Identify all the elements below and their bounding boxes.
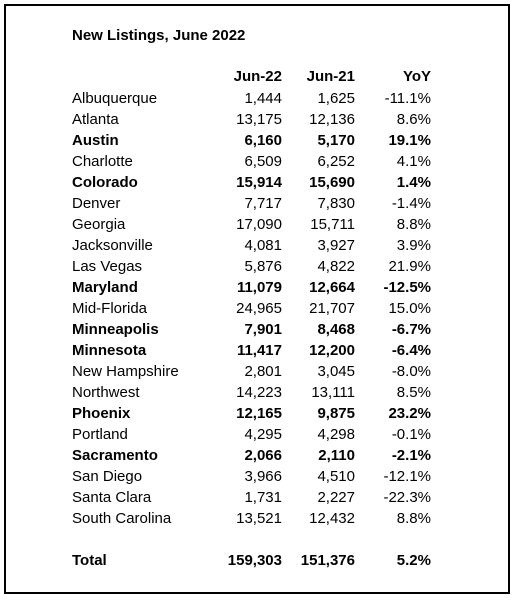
cell: 3,927 [317,237,355,254]
cell: 159,303 [227,552,282,569]
cell: 4,510 [317,468,355,485]
row-label: Minneapolis [72,321,159,338]
row-label: Sacramento [72,447,158,464]
cell: 4,822 [317,258,355,275]
cell: 23.2% [388,405,431,422]
cell: 13,111 [311,384,355,401]
row-label: Maryland [72,279,138,296]
cell: 151,376 [300,552,355,569]
row-label: Denver [72,195,121,212]
cell: 1,625 [317,90,355,107]
cell: -0.1% [391,426,431,443]
cell: 6,252 [317,153,355,170]
cell: 15,711 [310,216,355,233]
row-label: San Diego [72,468,143,485]
cell: 8.8% [396,216,431,233]
cell: 4,298 [317,426,355,443]
cell: 21,707 [309,300,355,317]
cell: 3,045 [317,363,355,380]
row-label: Atlanta [72,111,119,128]
cell: 11,417 [236,342,282,359]
cell: 5.2% [396,552,431,569]
cell: -8.0% [391,363,431,380]
frame [4,4,510,594]
cell: 19.1% [388,132,431,149]
row-label: Jacksonville [72,237,153,254]
cell: 15,690 [309,174,355,191]
cell: 12,200 [309,342,355,359]
cell: 2,801 [244,363,282,380]
cell: 13,521 [236,510,282,527]
cell: 8.5% [396,384,431,401]
cell: 2,227 [317,489,355,506]
cell: 3.9% [396,237,431,254]
column-header: YoY [402,68,431,85]
cell: 2,066 [244,447,282,464]
cell: 7,717 [244,195,282,212]
cell: 4,295 [244,426,282,443]
cell: 4,081 [244,237,282,254]
cell: 6,509 [244,153,282,170]
cell: 6,160 [244,132,282,149]
cell: -22.3% [383,489,431,506]
cell: 24,965 [236,300,282,317]
cell: -6.4% [391,342,431,359]
cell: 2,110 [318,447,355,464]
row-label: South Carolina [72,510,172,527]
cell: 14,223 [236,384,282,401]
cell: 8.8% [396,510,431,527]
cell: 12,664 [309,279,355,296]
row-label: Georgia [72,216,126,233]
cell: 9,875 [317,405,355,422]
row-label: Austin [72,132,119,149]
row-label: Charlotte [72,153,133,170]
cell: 8.6% [396,111,431,128]
row-label: Santa Clara [72,489,152,506]
row-label: Colorado [72,174,138,191]
cell: 3,966 [244,468,282,485]
cell: 1.4% [396,174,431,191]
row-label: New Hampshire [72,363,179,380]
cell: 4.1% [396,153,431,170]
cell: 15,914 [236,174,282,191]
cell: 13,175 [236,111,282,128]
row-label: Mid-Florida [72,300,148,317]
row-label: Northwest [72,384,140,401]
cell: -1.4% [391,195,431,212]
title: New Listings, June 2022 [72,27,246,44]
cell: 15.0% [388,300,431,317]
cell: 5,170 [317,132,355,149]
row-label: Las Vegas [72,258,143,275]
row-label: Albuquerque [72,90,158,107]
cell: 5,876 [244,258,282,275]
cell: 21.9% [388,258,431,275]
cell: 7,830 [317,195,355,212]
row-label: Phoenix [72,405,131,422]
row-label: Minnesota [72,342,147,359]
cell: 1,731 [244,489,282,506]
cell: -2.1% [391,447,431,464]
cell: 1,444 [244,90,282,107]
cell: 17,090 [236,216,282,233]
cell: 12,165 [236,405,282,422]
cell: 11,079 [236,279,282,296]
cell: -11.1% [384,90,431,107]
cell: 12,432 [309,510,355,527]
row-label: Portland [72,426,128,443]
cell: 8,468 [317,321,355,338]
cell: -12.1% [383,468,431,485]
column-header: Jun-22 [233,68,282,85]
cell: -6.7% [391,321,431,338]
row-label: Total [72,552,107,569]
cell: -12.5% [383,279,431,296]
column-header: Jun-21 [306,68,355,85]
cell: 12,136 [309,111,355,128]
cell: 7,901 [244,321,282,338]
